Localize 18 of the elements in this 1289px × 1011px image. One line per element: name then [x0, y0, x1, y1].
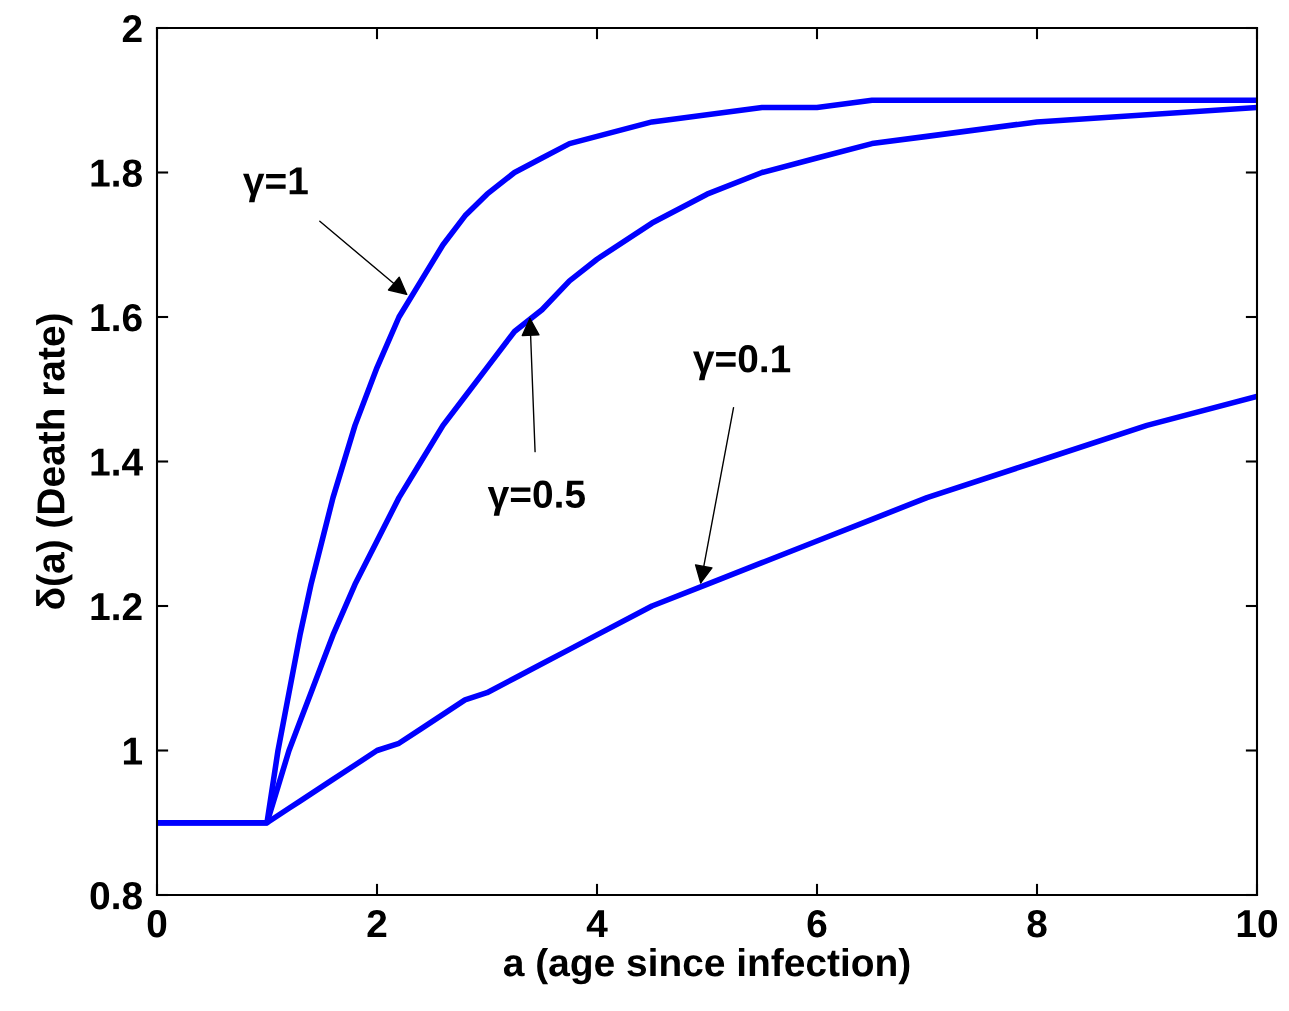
y-tick-label: 1.6 — [91, 303, 142, 332]
y-tick-label: 1.4 — [91, 448, 143, 476]
x-tick-label: 4 — [586, 910, 608, 938]
y-tick-label: 1 — [123, 737, 143, 765]
y-tick-label: 0.8 — [90, 881, 142, 910]
x-tick-label: 6 — [807, 909, 827, 938]
y-tick-label: 1.8 — [91, 159, 142, 187]
x-tick-label: 0 — [147, 909, 167, 938]
y-tick-label: 1.2 — [91, 592, 142, 621]
annotation: γ=0.5 — [487, 480, 585, 516]
x-tick-label: 2 — [367, 909, 387, 938]
x-tick-label: 10 — [1237, 909, 1278, 938]
y-axis-title: δ(a) (Death rate) — [36, 314, 73, 609]
x-tick-label: 8 — [1027, 909, 1047, 938]
x-axis-title: a (age since infection) — [503, 947, 910, 985]
y-tick-label: 2 — [122, 14, 142, 43]
annotation: γ=1 — [243, 167, 308, 203]
annotation: γ=0.1 — [693, 345, 791, 381]
